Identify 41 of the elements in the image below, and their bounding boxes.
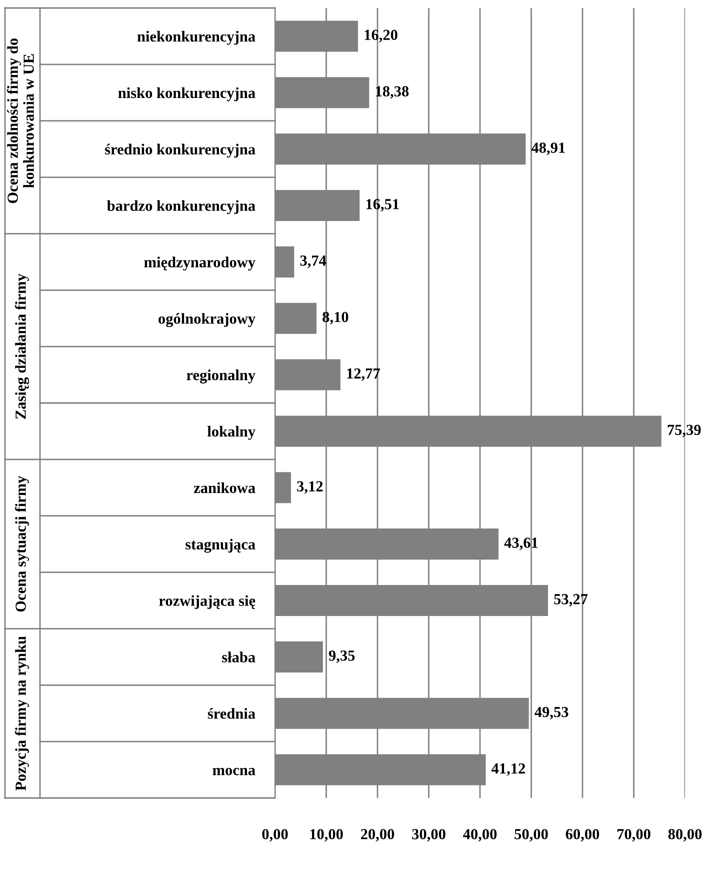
x-tick-label: 20,00 <box>360 828 394 842</box>
x-tick-label: 10,00 <box>310 828 343 842</box>
y-tick-label: lokalny <box>207 426 256 440</box>
data-label: 49,53 <box>534 706 568 720</box>
y-tick-label: zanikowa <box>194 482 256 494</box>
y-tick-label: średnia <box>208 708 256 719</box>
x-tick-label: 50,00 <box>514 828 548 842</box>
x-tick-label: 60,00 <box>566 828 600 842</box>
y-tick-label: rozwijająca się <box>159 595 256 610</box>
data-label: 16,51 <box>366 199 399 212</box>
data-label: 48,91 <box>531 142 565 156</box>
data-label: 12,77 <box>347 368 380 381</box>
y-tick-label: regionalny <box>186 369 256 384</box>
y-tick-label: międzynarodowy <box>144 256 256 271</box>
x-tick-label: 0,00 <box>262 828 288 842</box>
data-label: 75,39 <box>668 424 701 438</box>
data-label: 9,35 <box>328 650 355 663</box>
y-tick-label: ogólnokrajowy <box>158 313 256 328</box>
data-label: 3,74 <box>300 255 326 268</box>
x-tick-label: 80,00 <box>668 828 702 842</box>
text: Zasięg działania firmy <box>14 274 30 419</box>
text: Ocena zdolności firmy do konkurowania w UE <box>6 38 34 204</box>
data-label: 16,20 <box>364 30 398 42</box>
data-label: 3,12 <box>297 481 323 494</box>
data-label: 43,61 <box>504 538 538 550</box>
y-tick-label: niekonkurencyjna <box>137 30 256 45</box>
data-label: 53,27 <box>554 594 588 607</box>
data-label: 18,38 <box>376 86 409 99</box>
text: Pozycja firmy na rynku <box>14 636 30 791</box>
data-label: 8,10 <box>322 312 348 324</box>
y-tick-label: słaba <box>222 652 256 662</box>
text: Ocena sytuacji firmy <box>14 476 30 612</box>
x-tick-label: 70,00 <box>617 828 650 842</box>
x-tick-label: 30,00 <box>412 828 446 842</box>
data-label: 41,12 <box>492 763 526 776</box>
y-tick-label: bardzo konkurencyjna <box>107 200 256 214</box>
y-tick-label: średnio konkurencyjna <box>105 144 256 158</box>
y-tick-label: mocna <box>212 768 256 776</box>
x-tick-label: 40,00 <box>463 828 497 842</box>
y-tick-label: stagnująca <box>186 538 256 553</box>
y-tick-label: nisko konkurencyjna <box>118 87 256 102</box>
